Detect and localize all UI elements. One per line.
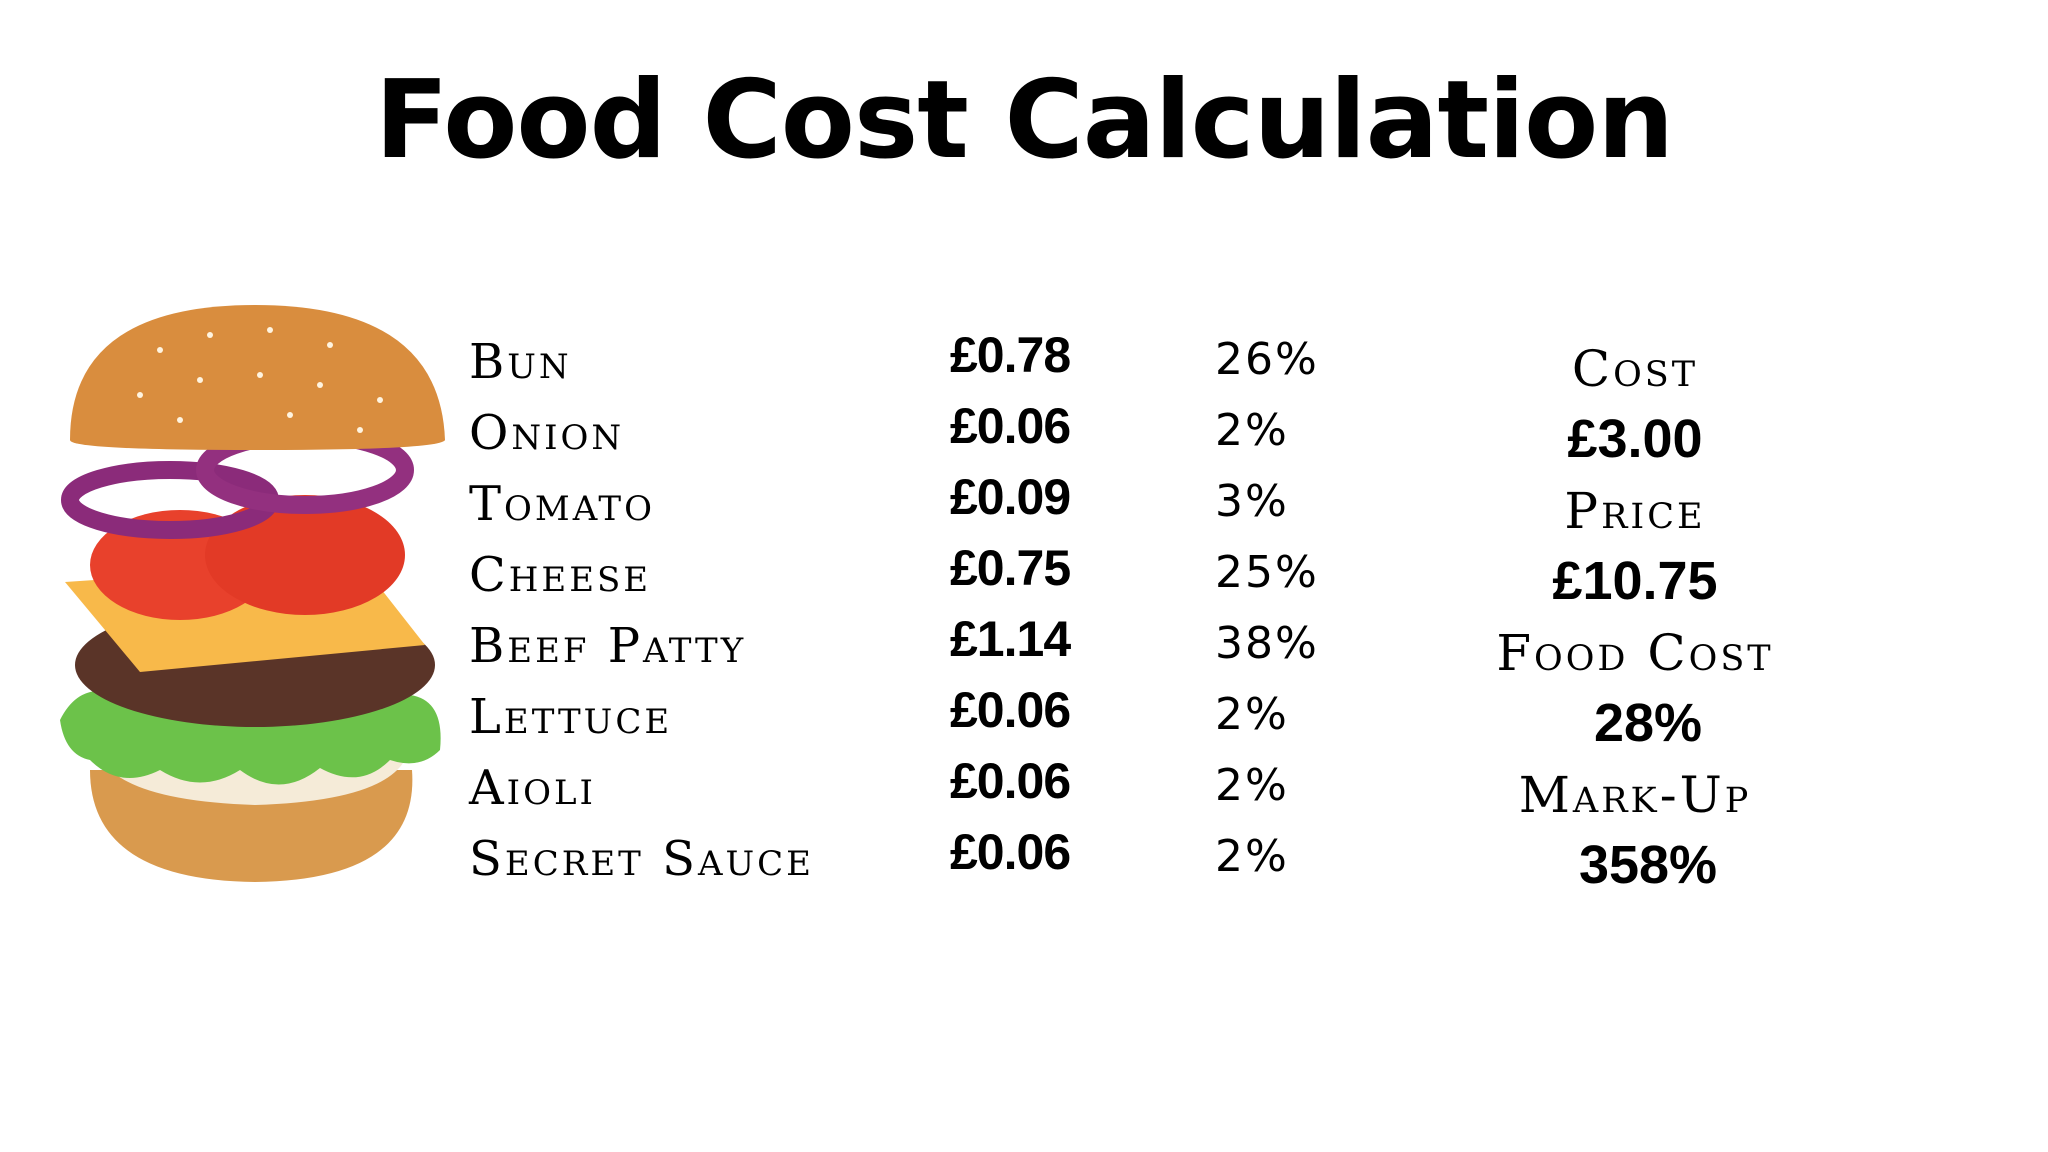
ingredient-name: Cheese bbox=[469, 547, 652, 603]
ingredient-percent: 3% bbox=[1215, 476, 1289, 527]
food-cost-value: 28% bbox=[1593, 693, 1703, 753]
ingredient-percent: 26% bbox=[1215, 334, 1319, 385]
ingredient-percent: 2% bbox=[1215, 689, 1289, 740]
markup-label: Mark-Up bbox=[1518, 766, 1752, 824]
ingredient-cost: £0.78 bbox=[950, 327, 1071, 383]
ingredient-name: Beef Patty bbox=[469, 618, 747, 674]
ingredient-percent: 25% bbox=[1215, 547, 1319, 598]
ingredient-percent: 2% bbox=[1215, 831, 1289, 882]
ingredient-cost: £0.09 bbox=[950, 469, 1071, 525]
burger-illustration bbox=[60, 305, 445, 882]
ingredient-percent: 2% bbox=[1215, 405, 1289, 456]
markup-value: 358% bbox=[1578, 835, 1718, 895]
food-cost-label: Food Cost bbox=[1496, 624, 1774, 682]
ingredient-cost: £0.06 bbox=[950, 398, 1071, 454]
ingredient-cost: £0.06 bbox=[950, 682, 1071, 738]
ingredient-percent: 2% bbox=[1215, 760, 1289, 811]
ingredient-name: Onion bbox=[469, 405, 625, 461]
ingredient-name: Bun bbox=[469, 334, 572, 390]
price-value: £10.75 bbox=[1552, 551, 1718, 611]
ingredient-cost: £0.06 bbox=[950, 824, 1071, 880]
ingredient-percent: 38% bbox=[1215, 618, 1319, 669]
ingredient-name: Aioli bbox=[469, 760, 596, 816]
cost-value: £3.00 bbox=[1567, 409, 1703, 469]
ingredient-cost: £0.06 bbox=[950, 753, 1071, 809]
ingredient-name: Lettuce bbox=[469, 689, 673, 745]
price-label: Price bbox=[1564, 482, 1706, 540]
page-title: Food Cost Calculation bbox=[374, 58, 1674, 183]
ingredient-cost: £1.14 bbox=[950, 611, 1071, 667]
ingredient-cost: £0.75 bbox=[950, 540, 1071, 596]
ingredient-name: Secret Sauce bbox=[469, 831, 814, 887]
ingredient-name: Tomato bbox=[469, 476, 655, 532]
cost-label: Cost bbox=[1571, 340, 1699, 398]
